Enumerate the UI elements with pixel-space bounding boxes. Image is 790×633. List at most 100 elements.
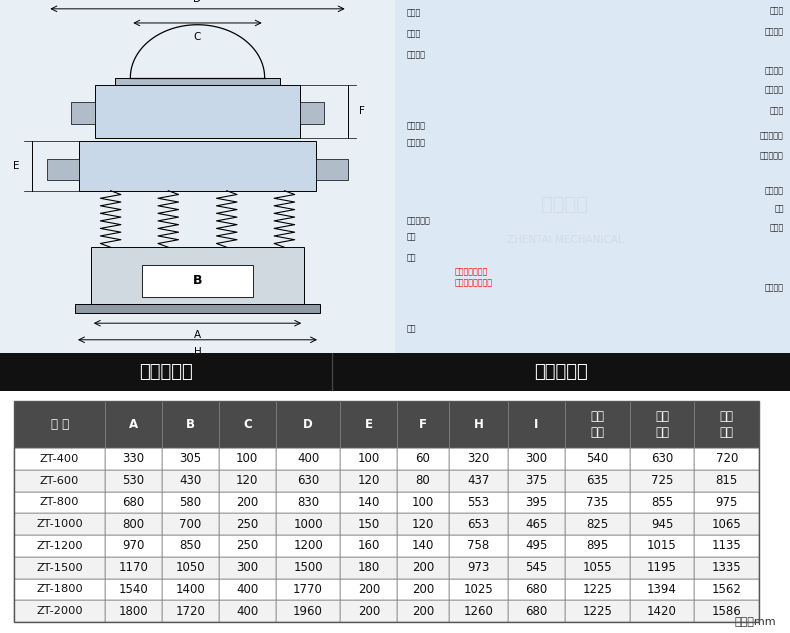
Bar	[694, 600, 759, 622]
Text: 400: 400	[236, 583, 258, 596]
Text: ZT-1500: ZT-1500	[36, 563, 83, 573]
Bar	[219, 535, 276, 557]
Text: D: D	[303, 418, 313, 431]
Text: B: B	[186, 418, 195, 431]
Text: 1025: 1025	[464, 583, 493, 596]
Text: 200: 200	[236, 496, 258, 509]
Text: 553: 553	[467, 496, 490, 509]
Text: 300: 300	[525, 453, 547, 465]
Text: B: B	[193, 274, 202, 287]
Text: 200: 200	[412, 583, 435, 596]
Text: 三层
高度: 三层 高度	[720, 410, 734, 439]
Bar	[340, 492, 397, 513]
Text: C: C	[243, 418, 252, 431]
Bar	[565, 535, 630, 557]
Text: 400: 400	[236, 605, 258, 618]
Text: 1586: 1586	[712, 605, 742, 618]
Text: 850: 850	[179, 539, 201, 553]
Bar	[508, 557, 565, 579]
Bar	[449, 600, 508, 622]
Bar	[508, 448, 565, 470]
Bar	[105, 492, 162, 513]
Bar	[397, 579, 449, 600]
Text: 973: 973	[467, 561, 490, 574]
Text: 330: 330	[122, 453, 145, 465]
Text: 1800: 1800	[118, 605, 149, 618]
Bar	[276, 557, 340, 579]
Bar	[449, 557, 508, 579]
Bar	[508, 470, 565, 492]
Text: 200: 200	[358, 605, 380, 618]
Text: 橡胶球: 橡胶球	[769, 107, 784, 116]
Bar	[219, 600, 276, 622]
Text: 1195: 1195	[647, 561, 677, 574]
Text: 1015: 1015	[647, 539, 677, 553]
Text: 振体: 振体	[774, 204, 784, 213]
Bar	[162, 401, 219, 448]
Text: 1394: 1394	[647, 583, 677, 596]
Bar	[508, 600, 565, 622]
Bar	[162, 492, 219, 513]
Text: 100: 100	[236, 453, 258, 465]
Text: 1200: 1200	[293, 539, 323, 553]
Bar	[219, 513, 276, 535]
Text: 680: 680	[525, 583, 547, 596]
Bar	[340, 535, 397, 557]
Text: D: D	[194, 0, 201, 4]
Text: 530: 530	[122, 474, 145, 487]
Text: ZT-1000: ZT-1000	[36, 519, 83, 529]
Text: 球形清洗板: 球形清洗板	[760, 132, 784, 141]
Text: 945: 945	[651, 518, 673, 530]
Text: 100: 100	[412, 496, 435, 509]
Text: 防尘盖: 防尘盖	[407, 8, 421, 17]
Bar	[276, 401, 340, 448]
Text: 140: 140	[412, 539, 435, 553]
Bar	[276, 535, 340, 557]
Bar	[276, 492, 340, 513]
Text: 100: 100	[358, 453, 380, 465]
Bar	[340, 513, 397, 535]
Text: 800: 800	[122, 518, 145, 530]
Bar	[219, 579, 276, 600]
Bar	[397, 557, 449, 579]
Text: 200: 200	[412, 561, 435, 574]
Text: 855: 855	[651, 496, 673, 509]
Bar	[565, 579, 630, 600]
Bar	[71, 103, 95, 123]
Text: 1335: 1335	[712, 561, 742, 574]
Text: ZT-1800: ZT-1800	[36, 584, 83, 594]
Text: 970: 970	[122, 539, 145, 553]
Text: 545: 545	[525, 561, 547, 574]
Text: 680: 680	[525, 605, 547, 618]
Text: 120: 120	[358, 474, 380, 487]
Text: 580: 580	[179, 496, 201, 509]
Text: 辅助筛网: 辅助筛网	[765, 27, 784, 36]
Text: 束环: 束环	[407, 232, 416, 241]
Bar	[276, 448, 340, 470]
Text: 825: 825	[586, 518, 608, 530]
Text: A: A	[129, 418, 138, 431]
Bar	[565, 448, 630, 470]
Bar	[340, 600, 397, 622]
Text: 运输用固定螺栓
试机时去掉！！！: 运输用固定螺栓 试机时去掉！！！	[454, 268, 492, 287]
Bar	[105, 401, 162, 448]
Bar	[91, 248, 304, 304]
Text: 振泰机械: 振泰机械	[541, 196, 589, 215]
Text: 1770: 1770	[293, 583, 323, 596]
Text: 735: 735	[586, 496, 608, 509]
Bar	[449, 401, 508, 448]
Text: ZT-600: ZT-600	[40, 475, 79, 486]
Text: 653: 653	[467, 518, 490, 530]
Bar	[397, 448, 449, 470]
Text: H: H	[473, 418, 483, 431]
Bar	[105, 470, 162, 492]
Bar	[694, 513, 759, 535]
Text: 720: 720	[716, 453, 738, 465]
Bar	[219, 557, 276, 579]
Bar	[14, 579, 105, 600]
Text: 120: 120	[236, 474, 258, 487]
Text: 200: 200	[412, 605, 435, 618]
Text: 1420: 1420	[647, 605, 677, 618]
Text: 一般结构图: 一般结构图	[534, 363, 588, 381]
Bar	[162, 513, 219, 535]
